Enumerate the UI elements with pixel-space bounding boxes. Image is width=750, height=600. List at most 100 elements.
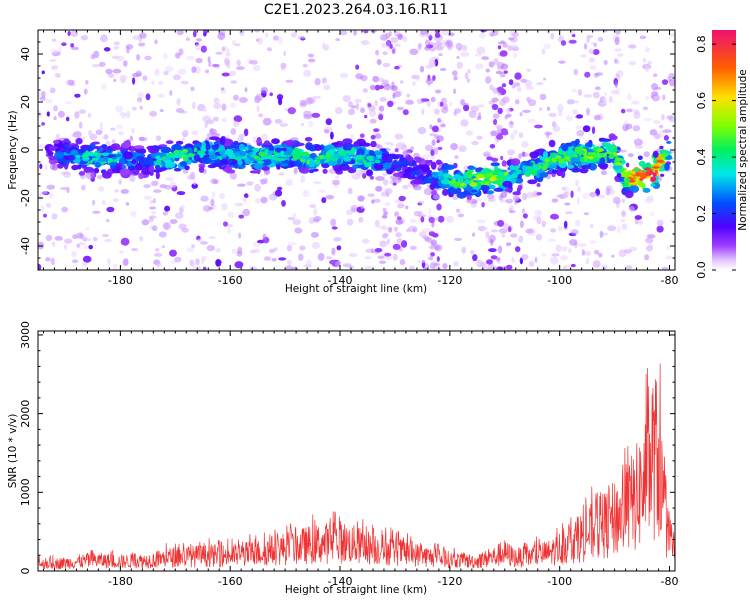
spectrogram-cell: [39, 96, 46, 101]
spectrogram-cell: [410, 146, 415, 150]
spectrogram-cell: [115, 154, 122, 158]
spectrogram-cell: [582, 125, 591, 133]
spectrogram-cell: [106, 206, 115, 213]
spectrogram-cell: [392, 172, 403, 177]
spectrogram-cell: [51, 241, 56, 247]
spectrogram-cell: [274, 189, 283, 197]
spectrogram-cell: [62, 171, 72, 178]
spectrogram-cell: [94, 152, 98, 156]
spectrogram-cell: [46, 184, 55, 190]
spectrogram-cell: [514, 99, 520, 105]
spectrogram-cell: [346, 123, 353, 130]
spectrogram-cell: [548, 112, 557, 118]
spectrogram-cell: [92, 236, 98, 242]
spectrogram-cell: [616, 173, 622, 178]
spectrogram-cell: [391, 49, 396, 55]
spectrogram-cell: [487, 238, 491, 244]
spectrogram-cell: [376, 59, 382, 66]
spectrogram-cell: [190, 86, 195, 92]
spectrogram-cell: [97, 175, 103, 180]
spectrogram-cell: [373, 128, 380, 133]
spectrogram-cell: [496, 134, 504, 140]
spectrogram-cell: [38, 144, 45, 149]
spectrogram-cell: [461, 44, 468, 52]
spectrogram-cell: [233, 94, 239, 101]
spectrogram-cell: [511, 256, 515, 264]
spectrogram-cell: [285, 178, 293, 186]
spectrogram-cell: [647, 61, 652, 65]
spectrogram-cell: [472, 254, 478, 262]
spectrogram-cell: [536, 82, 544, 86]
spectrogram-cell: [175, 140, 184, 145]
spectrogram-cell: [223, 221, 228, 227]
spectrogram-cell: [563, 191, 570, 196]
spectrogram-cell: [113, 159, 117, 163]
spectrogram-cell: [355, 73, 364, 80]
spectrogram-cell: [191, 66, 197, 73]
spectrogram-cell: [519, 220, 524, 228]
spectrogram-cell: [357, 195, 365, 202]
spectrogram-cell: [592, 49, 600, 55]
spectrogram-cell: [652, 159, 658, 164]
spectrogram-cell: [650, 176, 657, 182]
spectrogram-cell: [472, 178, 479, 181]
spectrogram-cell: [448, 180, 457, 184]
spectrogram-cell: [634, 215, 642, 220]
spectrogram-cell: [387, 100, 394, 108]
spectrogram-cell: [131, 247, 139, 252]
spectrogram-cell: [401, 144, 408, 152]
spectrogram-cell: [269, 92, 274, 97]
spectrogram-cell: [666, 245, 671, 250]
spectrogram-cell: [505, 198, 513, 204]
spectrogram-cell: [597, 36, 604, 42]
spectrogram-cell: [661, 114, 665, 121]
spectrogram-cell: [444, 164, 455, 170]
spectrogram-cell: [400, 80, 404, 84]
spectrogram-cell: [268, 144, 275, 153]
spectrogram-cell: [492, 113, 500, 119]
spectrogram-cell: [557, 158, 565, 164]
spectrogram-cell: [653, 73, 658, 77]
spectrogram-cell: [108, 159, 114, 163]
spectrogram-cell: [382, 62, 391, 68]
spectrogram-cell: [195, 43, 201, 51]
spectrogram-cell: [518, 132, 524, 139]
spectrogram-cell: [201, 157, 212, 165]
spectrogram-cell: [239, 30, 245, 36]
spectrogram-cell: [98, 61, 106, 67]
spectrogram-cell: [259, 178, 267, 183]
spectrogram-cell: [75, 137, 83, 145]
spectrogram-cell: [268, 193, 278, 201]
spectrogram-cell: [397, 35, 403, 39]
spectrogram-cell: [243, 193, 249, 199]
spectrogram-cell: [347, 187, 353, 195]
spectrogram-cell: [664, 163, 670, 171]
spectrogram-cell: [545, 30, 550, 34]
spectrogram-cell: [419, 65, 425, 73]
spectrogram-cell: [489, 177, 495, 182]
spectrogram-cell: [271, 138, 280, 145]
spectrogram-cell: [402, 172, 410, 178]
spectrogram-cell: [242, 197, 247, 203]
spectrogram-cell: [242, 208, 251, 217]
spectrogram-cell: [369, 118, 377, 124]
spectrogram-cell: [61, 42, 67, 46]
spectrogram-cell: [644, 254, 650, 261]
spectrogram-cell: [546, 131, 550, 139]
spectrogram-cell: [502, 43, 509, 48]
spectrogram-cell: [570, 190, 574, 198]
spectrogram-cell: [479, 32, 486, 39]
spectrogram-cell: [180, 204, 185, 209]
spectrogram-cell: [661, 266, 669, 270]
spectrogram-cell: [409, 218, 417, 224]
spectrogram-cell: [120, 189, 129, 194]
spectrogram-cell: [397, 203, 405, 209]
spectrogram-cell: [257, 37, 264, 45]
spectrogram-cell: [94, 162, 102, 168]
spectrogram-cell: [656, 159, 664, 163]
spectrogram-cell: [182, 137, 186, 142]
spectrogram-cell: [45, 202, 52, 208]
spectrogram-cell: [577, 243, 587, 247]
spectrogram-cell: [522, 109, 531, 113]
spectrogram-cell: [81, 184, 86, 191]
